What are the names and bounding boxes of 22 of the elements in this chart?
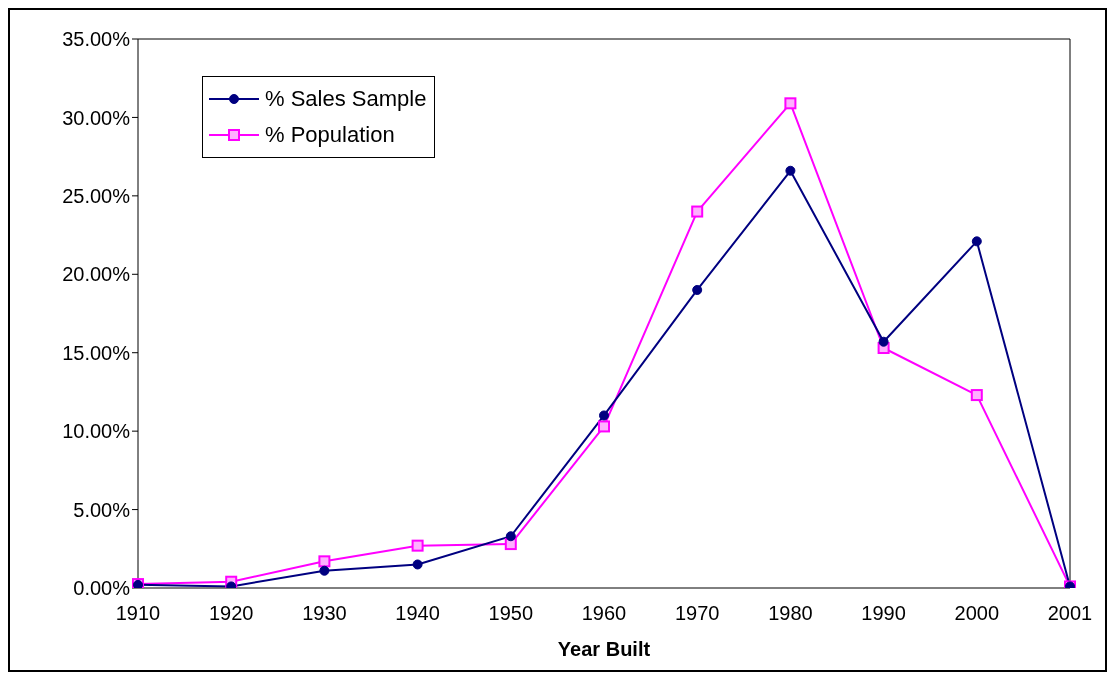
y-tick-label: 0.00% (73, 577, 131, 600)
x-tick-label: 1970 (674, 602, 720, 625)
legend-label: % Sales Sample (265, 86, 427, 112)
y-tick-label: 20.00% (62, 263, 131, 286)
legend-label: % Population (265, 122, 395, 148)
y-tick-label: 15.00% (62, 341, 131, 364)
x-tick-label: 1940 (395, 602, 440, 625)
y-tick-label: 25.00% (62, 184, 131, 207)
y-tick-label: 35.00% (62, 28, 131, 51)
x-axis-title: Year Built (557, 638, 651, 660)
y-tick-label: 30.00% (62, 106, 131, 129)
x-tick-label: 1920 (208, 602, 254, 625)
x-tick-label: 1950 (488, 602, 534, 625)
x-tick-label: 1980 (768, 602, 813, 625)
y-tick-label: 10.00% (62, 420, 131, 443)
x-tick-label: 2001 (1047, 602, 1093, 625)
x-tick-label: 1990 (861, 602, 906, 625)
x-tick-label: 1930 (302, 602, 347, 625)
x-tick-label: 2000 (954, 602, 1000, 625)
x-tick-label: 1910 (115, 602, 161, 625)
x-tick-label: 1960 (581, 602, 627, 625)
y-tick-label: 5.00% (73, 498, 131, 521)
